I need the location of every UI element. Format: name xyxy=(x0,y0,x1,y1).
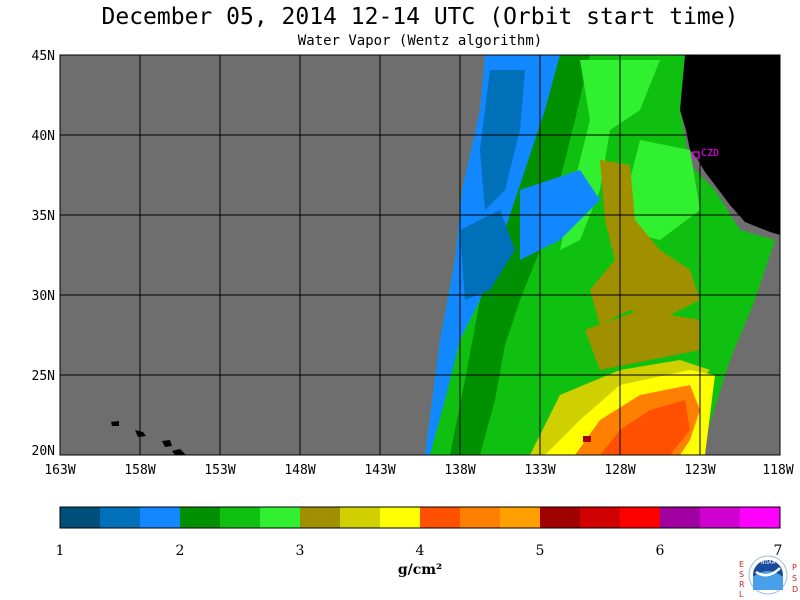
lon-label: 163W xyxy=(44,463,75,478)
color-bar-swatch xyxy=(180,507,221,528)
legend-tick-label: 3 xyxy=(296,543,305,559)
station-marker xyxy=(692,151,700,159)
noaa-logo-text: NOAA xyxy=(761,560,776,566)
lon-label: 138W xyxy=(444,463,475,478)
color-bar-swatch xyxy=(740,507,781,528)
latitude-labels: 45N 40N 35N 30N 25N 20N xyxy=(32,49,55,459)
color-bar-swatch xyxy=(580,507,621,528)
color-bar-labels: 1 2 3 4 5 6 7 xyxy=(56,543,783,559)
color-bar-frame xyxy=(59,506,781,529)
legend-tick-label: 5 xyxy=(536,543,545,559)
island-hawaii xyxy=(172,449,186,455)
legend-tick-label: 7 xyxy=(774,543,783,559)
map-subtitle: Water Vapor (Wentz algorithm) xyxy=(297,33,543,49)
land-mass xyxy=(680,55,780,235)
lat-label: 20N xyxy=(32,444,55,459)
color-bar-swatch xyxy=(540,507,581,528)
swath-spot-dark-red xyxy=(583,436,591,442)
logo-esrl-letters: ESRL xyxy=(739,560,745,599)
color-bar-swatch xyxy=(220,507,261,528)
lon-label: 158W xyxy=(124,463,155,478)
legend-tick-label: 6 xyxy=(656,543,665,559)
lon-label: 118W xyxy=(762,463,793,478)
lon-label: 123W xyxy=(684,463,715,478)
swath-plume-red-orange xyxy=(600,400,690,455)
legend-unit: g/cm² xyxy=(397,562,443,578)
color-bar-swatch xyxy=(60,507,101,528)
island-maui xyxy=(162,440,172,447)
lon-label: 148W xyxy=(284,463,315,478)
lat-label: 25N xyxy=(32,369,55,384)
grid-lines xyxy=(60,55,780,455)
legend-tick-label: 4 xyxy=(416,543,425,559)
lon-label: 143W xyxy=(364,463,395,478)
lon-label: 153W xyxy=(204,463,235,478)
lat-label: 40N xyxy=(32,129,55,144)
color-bar-swatch xyxy=(420,507,461,528)
swath-patch-olive-2 xyxy=(585,310,700,370)
color-bar-swatch xyxy=(100,507,141,528)
color-bar-swatch xyxy=(140,507,181,528)
swath-patch-olive-1 xyxy=(590,160,700,325)
color-bar xyxy=(60,507,781,528)
map-title: December 05, 2014 12-14 UTC (Orbit start… xyxy=(101,4,739,30)
legend-tick-label: 1 xyxy=(56,543,65,559)
map-panel xyxy=(60,55,780,455)
noaa-logo: NOAA xyxy=(748,555,788,595)
map-frame xyxy=(59,54,781,456)
lon-label: 133W xyxy=(524,463,555,478)
station-label: CZD xyxy=(701,148,719,159)
color-bar-swatch xyxy=(620,507,661,528)
color-bar-swatch xyxy=(700,507,741,528)
lon-label: 128W xyxy=(604,463,635,478)
swath-patch-dark-blue xyxy=(480,70,525,210)
swath-patch-dark-blue-2 xyxy=(460,210,515,300)
color-bar-swatch xyxy=(340,507,381,528)
lat-label: 45N xyxy=(32,49,55,64)
logo-psd-letters: PSD xyxy=(792,563,799,594)
longitude-labels: 163W 158W 153W 148W 143W 138W 133W 128W … xyxy=(44,463,793,478)
color-bar-swatch xyxy=(500,507,541,528)
island-kauai xyxy=(111,421,119,426)
color-bar-swatch xyxy=(660,507,701,528)
lat-label: 35N xyxy=(32,209,55,224)
color-bar-swatch xyxy=(460,507,501,528)
lat-label: 30N xyxy=(32,289,55,304)
legend-tick-label: 2 xyxy=(176,543,185,559)
color-bar-swatch xyxy=(260,507,301,528)
color-bar-swatch xyxy=(380,507,421,528)
color-bar-swatch xyxy=(300,507,341,528)
